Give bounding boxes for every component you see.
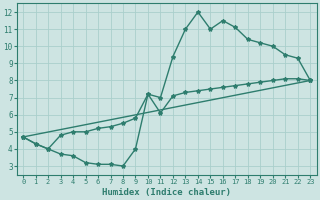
X-axis label: Humidex (Indice chaleur): Humidex (Indice chaleur) [102, 188, 231, 197]
